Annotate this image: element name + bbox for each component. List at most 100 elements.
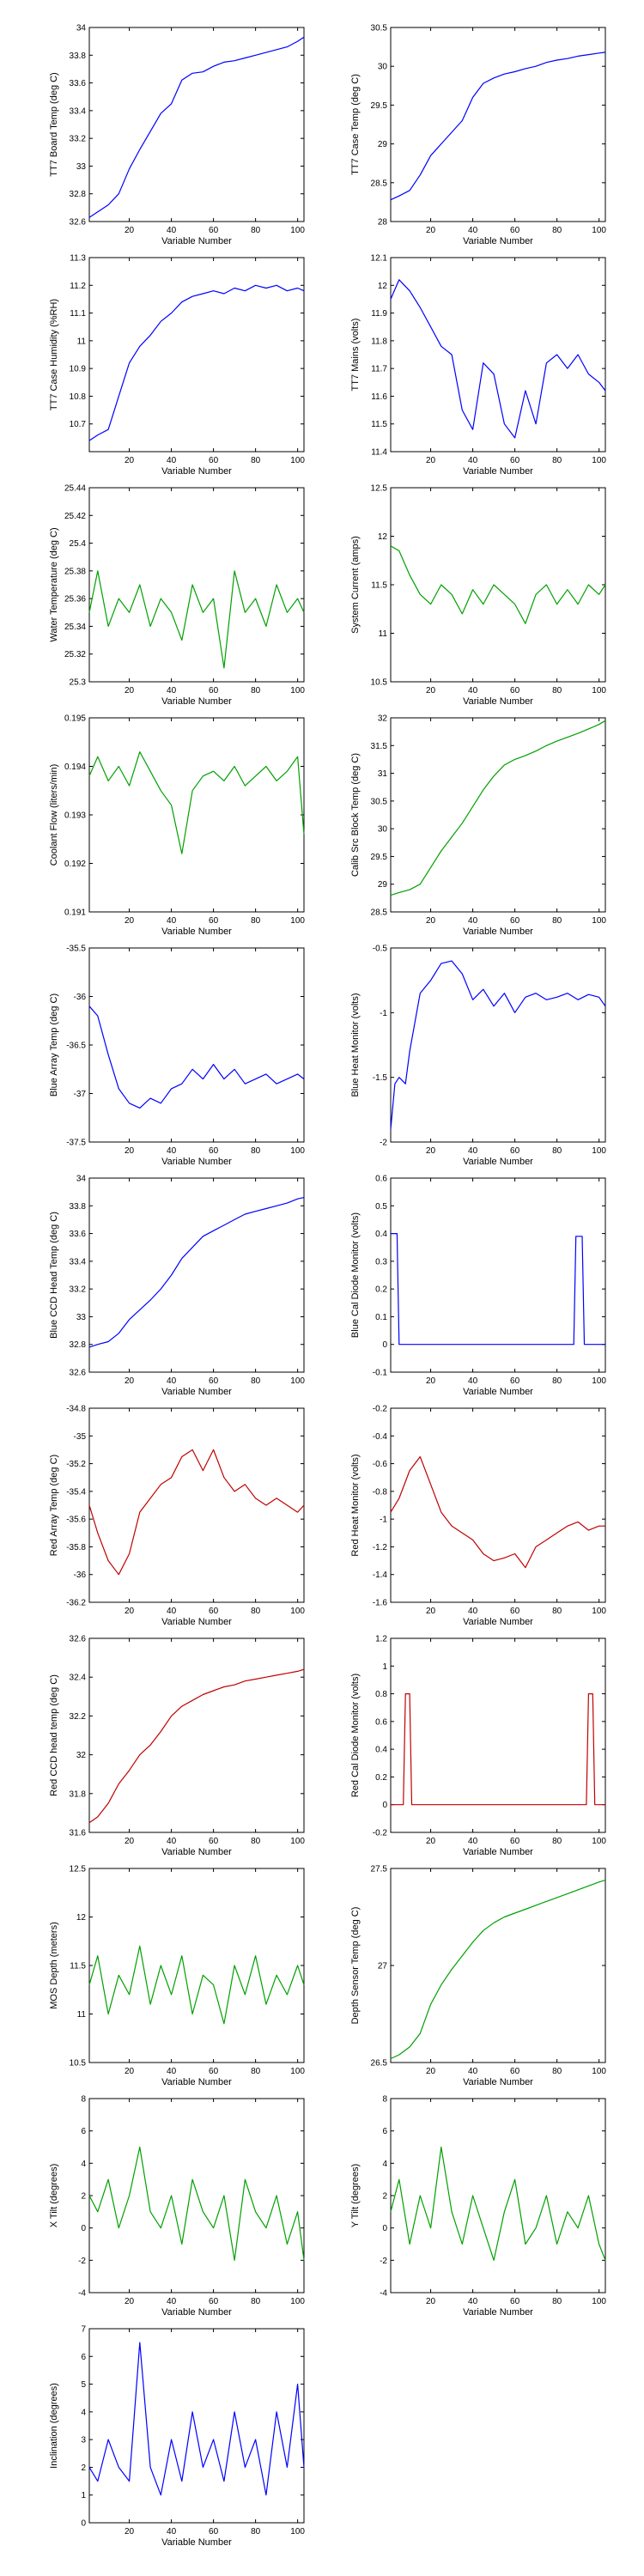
x-tick-label: 80 bbox=[251, 2067, 261, 2076]
plot-frame bbox=[390, 1637, 606, 1833]
x-tick-label: 40 bbox=[167, 1607, 177, 1616]
y-tick-label: 0.193 bbox=[64, 811, 86, 821]
y-axis-label: Red CCD head temp (deg C) bbox=[49, 1674, 59, 1796]
y-tick-label: -35.6 bbox=[66, 1516, 86, 1525]
y-tick-label: 25.44 bbox=[64, 484, 86, 494]
y-tick-label: 0.4 bbox=[375, 1230, 387, 1239]
chart-panel: 26.5 27 27.5 20 40 60 80 100 Variable Number Dept… bbox=[350, 1865, 606, 2088]
plot-frame bbox=[88, 1637, 305, 1833]
y-tick-label: 29 bbox=[378, 880, 388, 890]
y-tick-label: -35.8 bbox=[66, 1543, 86, 1552]
plot-frame bbox=[390, 27, 606, 222]
y-tick-label: 34 bbox=[76, 24, 87, 33]
x-tick-label: 60 bbox=[510, 916, 520, 926]
y-tick-label: 11.7 bbox=[371, 365, 387, 374]
chart-panel: 10.5 11 11.5 12 12.5 20 40 60 80 100 Variable Numb… bbox=[49, 1865, 305, 2088]
y-axis-label: Red Heat Monitor (volts) bbox=[350, 1454, 361, 1556]
y-tick-label: 0.6 bbox=[375, 1175, 387, 1184]
y-tick-label: -35.2 bbox=[66, 1460, 86, 1469]
y-tick-label: 11.6 bbox=[371, 392, 387, 402]
x-axis-label: Variable Number bbox=[463, 696, 533, 707]
x-tick-label: 20 bbox=[426, 1607, 436, 1616]
chart-panel: 0.191 0.192 0.193 0.194 0.195 20 40 60 80 100 Vari… bbox=[49, 714, 305, 938]
plot-frame bbox=[88, 717, 305, 913]
y-tick-label: 31.5 bbox=[371, 742, 388, 751]
chart-panel: 25.3 25.32 25.34 25.36 25.38 25.4 25.42 25.44 20… bbox=[49, 484, 305, 708]
series-line bbox=[390, 1455, 605, 1569]
y-tick-label: 0 bbox=[382, 2224, 387, 2233]
y-tick-label: 29.5 bbox=[371, 853, 388, 862]
x-axis-label: Variable Number bbox=[463, 2077, 533, 2087]
chart-panel: 10.7 10.8 10.9 11 11.1 11.2 11.3 20 40 60 80 100 Var… bbox=[49, 254, 305, 477]
chart-panel: -36.2 -36 -35.8 -35.6 -35.4 -35.2 -35 -34.8 20 40… bbox=[49, 1405, 305, 1628]
y-axis-label: TT7 Mains (volts) bbox=[350, 319, 361, 392]
y-tick-label: 29 bbox=[378, 140, 388, 149]
y-tick-label: 4 bbox=[382, 2160, 387, 2169]
x-tick-label: 20 bbox=[426, 1146, 436, 1156]
series-line bbox=[390, 2146, 606, 2261]
y-tick-label: 0.5 bbox=[375, 1202, 387, 1212]
x-tick-label: 60 bbox=[209, 2297, 219, 2306]
x-axis-label: Variable Number bbox=[463, 466, 533, 477]
y-tick-label: -36.5 bbox=[66, 1042, 86, 1051]
x-tick-label: 80 bbox=[251, 916, 261, 926]
x-tick-label: 80 bbox=[552, 1376, 562, 1386]
x-axis-label: Variable Number bbox=[161, 2077, 232, 2087]
y-axis-label: Red Cal Diode Monitor (volts) bbox=[350, 1674, 361, 1797]
y-tick-label: 0 bbox=[382, 1801, 387, 1810]
y-tick-label: -1 bbox=[380, 1516, 387, 1525]
y-tick-label: -35.4 bbox=[66, 1487, 86, 1497]
series-line bbox=[390, 960, 606, 1129]
y-tick-label: 11.4 bbox=[371, 448, 387, 458]
series-line bbox=[88, 1668, 305, 1824]
plot-frame bbox=[88, 947, 305, 1143]
x-tick-label: 40 bbox=[167, 2297, 177, 2306]
chart-panel: -0.1 0 0.1 0.2 0.3 0.4 0.5 0.6 20 40 60 80 100 Variab… bbox=[350, 1175, 606, 1398]
chart-panel: 0 1 2 3 4 5 6 7 20 40 60 80 100 Variable Number Inclin… bbox=[49, 2325, 305, 2549]
series-line bbox=[390, 52, 606, 201]
plot-frame bbox=[390, 257, 606, 453]
y-axis-label: Calib Src Block Temp (deg C) bbox=[350, 753, 361, 877]
y-tick-label: -1.5 bbox=[373, 1073, 388, 1083]
x-tick-label: 100 bbox=[290, 2297, 305, 2306]
y-tick-label: -0.6 bbox=[373, 1460, 388, 1469]
y-tick-label: 28.5 bbox=[371, 908, 388, 918]
y-tick-label: 25.4 bbox=[70, 539, 87, 549]
x-axis-label: Variable Number bbox=[463, 236, 533, 246]
plot-frame bbox=[390, 487, 606, 683]
y-tick-label: 8 bbox=[81, 2095, 86, 2105]
y-tick-label: 32.8 bbox=[70, 1340, 87, 1350]
series-line bbox=[88, 750, 305, 854]
x-tick-label: 60 bbox=[209, 1837, 219, 1846]
y-tick-label: 25.42 bbox=[64, 512, 86, 521]
x-tick-label: 80 bbox=[552, 1607, 562, 1616]
x-tick-label: 60 bbox=[209, 456, 219, 465]
y-tick-label: -37 bbox=[74, 1090, 87, 1099]
x-axis-label: Variable Number bbox=[161, 466, 232, 477]
y-tick-label: 11 bbox=[77, 2010, 87, 2020]
y-tick-label: -0.8 bbox=[373, 1487, 388, 1497]
x-axis-label: Variable Number bbox=[463, 1387, 533, 1397]
y-axis-label: System Current (amps) bbox=[350, 536, 361, 634]
x-tick-label: 20 bbox=[125, 1607, 135, 1616]
x-tick-label: 100 bbox=[290, 2527, 305, 2537]
chart-panel: 32.6 32.8 33 33.2 33.4 33.6 33.8 34 20 40 60 80 100 V… bbox=[49, 1175, 305, 1398]
y-axis-label: TT7 Case Temp (deg C) bbox=[350, 74, 361, 175]
x-tick-label: 100 bbox=[592, 1376, 606, 1386]
plot-frame bbox=[88, 2328, 305, 2524]
series-line bbox=[390, 1880, 606, 2060]
series-line bbox=[390, 720, 606, 896]
chart-panel: -4 -2 0 2 4 6 8 20 40 60 80 100 Variable Number Y Til… bbox=[350, 2095, 606, 2318]
y-tick-label: 6 bbox=[81, 2127, 86, 2136]
x-tick-label: 80 bbox=[552, 2297, 562, 2306]
y-axis-label: TT7 Case Humidity (%RH) bbox=[49, 299, 59, 410]
y-tick-label: 11.5 bbox=[371, 420, 387, 429]
y-tick-label: 12 bbox=[378, 282, 388, 291]
x-tick-label: 80 bbox=[251, 1146, 261, 1156]
x-tick-label: 80 bbox=[552, 1146, 562, 1156]
x-tick-label: 60 bbox=[510, 1376, 520, 1386]
x-tick-label: 60 bbox=[510, 1837, 520, 1846]
x-tick-label: 100 bbox=[290, 916, 305, 926]
x-tick-label: 60 bbox=[510, 1146, 520, 1156]
y-tick-label: 25.38 bbox=[64, 567, 86, 576]
